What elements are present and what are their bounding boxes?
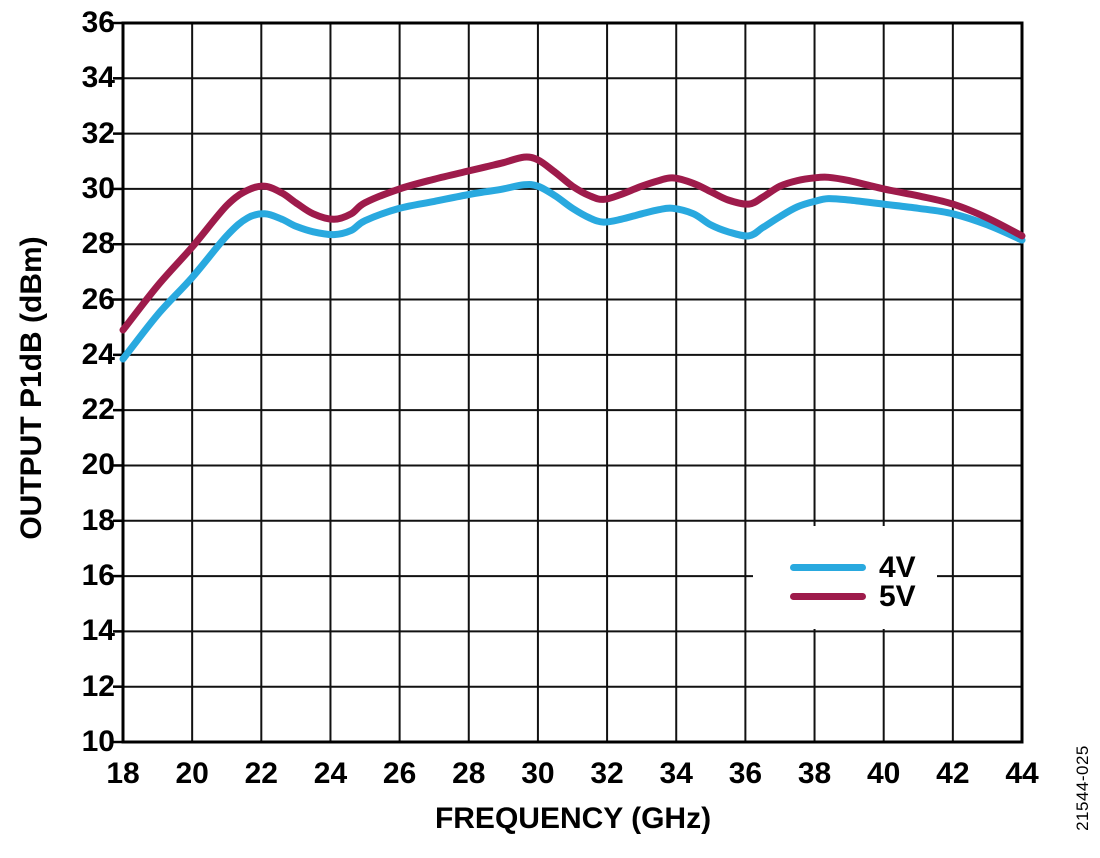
x-tick-label: 20 xyxy=(175,757,209,790)
x-tick-label: 40 xyxy=(867,757,901,790)
y-tick-label: 14 xyxy=(81,614,115,648)
x-tick-label: 24 xyxy=(313,757,348,790)
y-tick-label: 26 xyxy=(81,282,115,316)
y-tick-label: 20 xyxy=(81,448,115,482)
x-tick-label: 18 xyxy=(106,757,140,790)
x-tick-label: 44 xyxy=(1005,757,1039,790)
y-tick-label: 10 xyxy=(81,725,115,758)
y-tick-label: 30 xyxy=(81,171,115,205)
series-line-4v xyxy=(119,181,1026,363)
y-tick-label: 28 xyxy=(81,227,115,261)
figure-number: 21544-025 xyxy=(1073,745,1092,831)
y-tick-label: 22 xyxy=(81,393,115,427)
x-tick-label: 22 xyxy=(244,757,278,790)
x-tick-label: 30 xyxy=(521,757,555,790)
legend-entry-5v: 5V xyxy=(753,580,937,613)
y-tick-label: 16 xyxy=(81,559,115,593)
legend-entry-4v: 4V xyxy=(753,551,937,584)
x-tick-label: 42 xyxy=(936,757,970,790)
x-tick-label: 32 xyxy=(590,757,624,790)
x-tick-label: 38 xyxy=(797,757,832,790)
plot-border xyxy=(121,21,1024,744)
series-4v-swatch-icon xyxy=(790,564,866,571)
legend: 4V 5V xyxy=(753,526,937,629)
x-axis-title: FREQUENCY (GHz) xyxy=(434,802,712,835)
y-tick-label: 18 xyxy=(81,503,115,537)
series-5v-swatch-icon xyxy=(790,593,866,600)
x-tick-label: 34 xyxy=(659,757,693,790)
series-line-5v xyxy=(119,153,1026,334)
y-tick-label: 34 xyxy=(81,61,115,95)
y-axis-title: OUTPUT P1dB (dBm) xyxy=(15,236,48,540)
y-tick-label: 24 xyxy=(81,337,115,371)
x-tick-label: 36 xyxy=(728,757,763,790)
y-tick-label: 12 xyxy=(81,669,115,703)
y-tick-label: 36 xyxy=(81,6,115,39)
x-tick-label: 28 xyxy=(452,757,486,790)
legend-label-4v: 4V xyxy=(879,551,916,584)
x-tick-label: 26 xyxy=(382,757,417,790)
legend-label-5v: 5V xyxy=(879,580,916,613)
y-tick-label: 32 xyxy=(81,116,115,150)
